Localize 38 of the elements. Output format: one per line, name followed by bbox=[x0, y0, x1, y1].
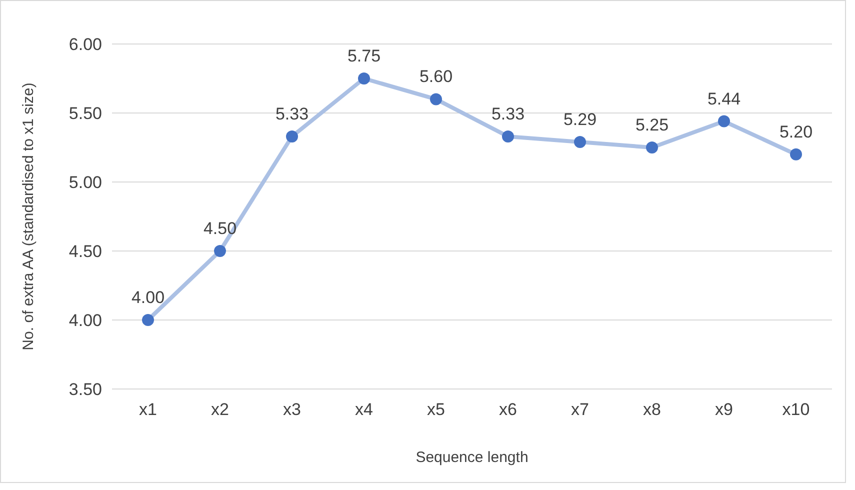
y-tick-label: 4.00 bbox=[68, 310, 102, 330]
point bbox=[286, 130, 298, 142]
point bbox=[718, 115, 730, 128]
text: 5.25 bbox=[635, 116, 669, 134]
point bbox=[430, 93, 442, 106]
x-tick-label: x8 bbox=[643, 400, 661, 419]
x-tick-label: x4 bbox=[355, 400, 373, 419]
x-tick-label: x7 bbox=[571, 400, 589, 419]
x-tick-label: x10 bbox=[782, 400, 810, 419]
y-tick-label: 6.00 bbox=[68, 34, 102, 54]
x-tick-label: x3 bbox=[283, 400, 301, 419]
text: 5.44 bbox=[707, 89, 741, 108]
text: 5.33 bbox=[491, 104, 525, 124]
text: 5.33 bbox=[275, 104, 309, 124]
text: 4.00 bbox=[131, 288, 165, 307]
text: 5.29 bbox=[563, 110, 597, 129]
point bbox=[574, 136, 586, 148]
text: 5.60 bbox=[419, 67, 453, 86]
x-tick-label: x5 bbox=[427, 400, 445, 419]
point bbox=[142, 314, 154, 326]
y-tick-label: 5.50 bbox=[68, 104, 102, 123]
x-tick-label: x6 bbox=[499, 400, 517, 419]
x-tick-label: x9 bbox=[715, 400, 733, 419]
text: 5.75 bbox=[347, 46, 381, 66]
point bbox=[502, 130, 514, 142]
x-tick-label: x1 bbox=[139, 400, 157, 419]
point bbox=[646, 142, 658, 154]
y-tick-label: 3.50 bbox=[68, 380, 102, 399]
text: 5.20 bbox=[779, 122, 813, 142]
text: 4.50 bbox=[203, 219, 237, 238]
x-tick-label: x2 bbox=[211, 400, 229, 419]
y-tick-label: 4.50 bbox=[68, 242, 102, 261]
y-tick-label: 5.00 bbox=[68, 172, 102, 192]
point bbox=[214, 245, 226, 257]
point bbox=[790, 148, 802, 160]
x-axis-title: Sequence length bbox=[416, 449, 528, 466]
point bbox=[358, 72, 370, 84]
y-axis-title: No. of extra AA (standardised to x1 size) bbox=[20, 82, 37, 350]
